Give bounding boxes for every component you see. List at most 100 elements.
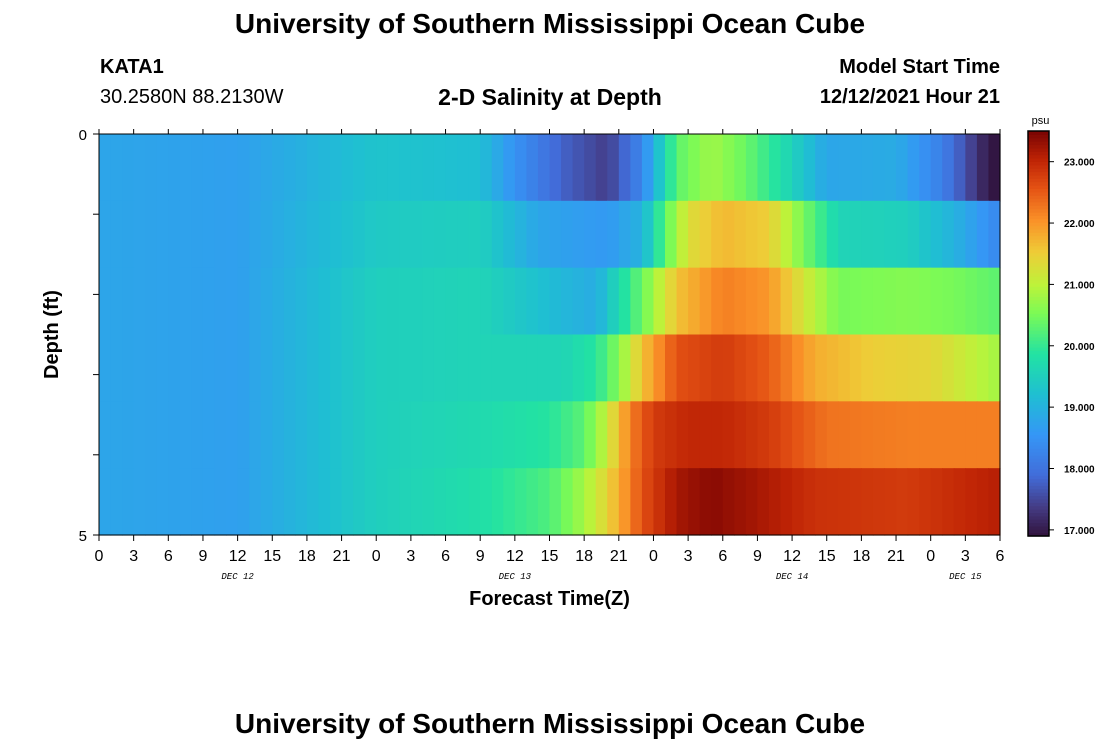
day-label: DEC 14: [776, 572, 808, 582]
heatmap-cell: [722, 334, 735, 402]
heatmap-cell: [99, 134, 112, 202]
heatmap-cell: [156, 267, 169, 336]
heatmap-cell: [445, 401, 458, 469]
heatmap-cell: [826, 334, 839, 402]
heatmap-cell: [965, 200, 978, 269]
heatmap-cell: [110, 134, 123, 202]
heatmap-cell: [711, 200, 724, 269]
heatmap-cell: [295, 267, 308, 336]
x-tick-label: 3: [406, 548, 415, 565]
heatmap-cell: [272, 468, 285, 536]
heatmap-cell: [376, 267, 389, 336]
heatmap-cell: [803, 468, 816, 536]
heatmap-cell: [907, 267, 920, 336]
colorbar-segment: [1028, 451, 1049, 456]
heatmap-cell: [826, 200, 839, 269]
heatmap-cell: [491, 401, 504, 469]
heatmap-cell: [641, 334, 655, 402]
heatmap-cell: [919, 200, 932, 269]
colorbar-segment: [1028, 401, 1049, 405]
heatmap-cell: [295, 468, 308, 536]
heatmap-cell: [480, 134, 493, 202]
heatmap-cell: [179, 401, 193, 469]
heatmap-cell: [630, 334, 643, 402]
colorbar-tick-label: 19.000: [1064, 403, 1095, 414]
x-tick-label: 18: [298, 548, 316, 565]
heatmap-cell: [226, 134, 239, 202]
colorbar-segment: [1028, 492, 1049, 497]
colorbar-segment: [1028, 431, 1049, 436]
colorbar-segment: [1028, 309, 1049, 314]
heatmap-cell: [237, 134, 250, 202]
heatmap-cell: [745, 134, 759, 202]
x-tick-label: 0: [926, 548, 935, 565]
heatmap-cell: [237, 267, 250, 336]
heatmap-cell: [399, 468, 412, 536]
heatmap-cell: [122, 401, 135, 469]
colorbar-segment: [1028, 299, 1049, 304]
heatmap-cell: [803, 401, 816, 469]
colorbar-segment: [1028, 232, 1049, 237]
colorbar-segment: [1028, 441, 1049, 446]
heatmap-cell: [260, 401, 273, 469]
heatmap-cell: [445, 200, 458, 269]
heatmap-cell: [734, 267, 747, 336]
heatmap-cell: [122, 134, 135, 202]
heatmap-cell: [410, 334, 424, 402]
heatmap-cell: [861, 134, 874, 202]
heatmap-cell: [849, 200, 862, 269]
station-coordinates: 30.2580N 88.2130W: [100, 86, 284, 108]
heatmap-cell: [191, 468, 204, 536]
heatmap-cell: [179, 200, 193, 269]
heatmap-cell: [387, 334, 400, 402]
heatmap-cell: [745, 267, 759, 336]
heatmap-cell: [191, 401, 204, 469]
colorbar-segment: [1028, 505, 1049, 510]
heatmap-cell: [260, 468, 273, 536]
heatmap-cell: [202, 468, 216, 536]
heatmap-cell: [202, 401, 216, 469]
day-label: DEC 15: [949, 572, 982, 582]
heatmap-cell: [930, 200, 943, 269]
heatmap-cell: [665, 267, 678, 336]
heatmap-cell: [341, 401, 354, 469]
x-tick-label: 12: [506, 548, 524, 565]
heatmap-cell: [780, 468, 793, 536]
heatmap-cell: [353, 267, 366, 336]
heatmap-cell: [942, 134, 955, 202]
heatmap-cell: [145, 134, 158, 202]
heatmap-cell: [919, 401, 932, 469]
heatmap-cell: [433, 267, 447, 336]
colorbar-segment: [1028, 330, 1049, 335]
colorbar-segment: [1028, 475, 1049, 480]
colorbar-segment: [1028, 249, 1049, 254]
heatmap-cell: [665, 334, 678, 402]
heatmap-cell: [930, 334, 943, 402]
x-tick-label: 21: [887, 548, 905, 565]
colorbar-segment: [1028, 485, 1049, 490]
heatmap-cell: [330, 267, 343, 336]
heatmap-cell: [410, 134, 424, 202]
colorbar-segment: [1028, 168, 1049, 173]
heatmap-cell: [237, 401, 250, 469]
heatmap-cell: [699, 134, 712, 202]
heatmap-cell: [572, 401, 585, 469]
colorbar-segment: [1028, 519, 1049, 524]
heatmap-cell: [457, 134, 470, 202]
heatmap-cell: [595, 334, 608, 402]
heatmap-cell: [838, 134, 851, 202]
heatmap-cell: [872, 334, 886, 402]
heatmap-cell: [422, 134, 435, 202]
heatmap-cell: [457, 334, 470, 402]
heatmap-cell: [896, 267, 909, 336]
heatmap-cell: [514, 134, 527, 202]
heatmap-cell: [526, 134, 539, 202]
heatmap-cell: [872, 468, 886, 536]
x-tick-label: 12: [783, 548, 801, 565]
colorbar-segment: [1028, 147, 1049, 152]
colorbar-segment: [1028, 525, 1049, 530]
colorbar-segment: [1028, 276, 1049, 281]
heatmap-cell: [422, 200, 435, 269]
heatmap-cell: [341, 134, 354, 202]
heatmap-cell: [191, 134, 204, 202]
